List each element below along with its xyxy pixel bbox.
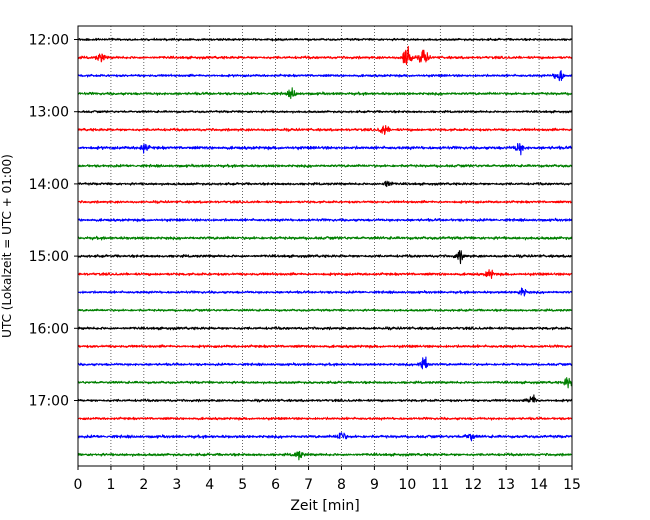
trace-line	[77, 269, 573, 280]
x-tick-label: 2	[139, 477, 148, 493]
trace-line	[77, 432, 573, 442]
trace-line	[77, 326, 573, 331]
grid-lines	[110, 26, 540, 466]
trace-line	[77, 109, 573, 114]
trace-line	[77, 199, 573, 204]
x-tick-label: 3	[172, 477, 181, 493]
x-tick-label: 6	[271, 477, 280, 493]
trace-group	[77, 37, 573, 461]
trace-line	[77, 287, 573, 297]
x-tick-label: 14	[530, 477, 548, 493]
y-tick-label: 15:00	[29, 249, 69, 265]
trace-line	[77, 37, 573, 42]
y-tick-label: 16:00	[29, 321, 69, 337]
x-tick-label: 7	[304, 477, 313, 493]
trace-line	[77, 377, 573, 389]
trace-line	[77, 142, 573, 156]
x-tick-label: 0	[74, 477, 83, 493]
x-tick-label: 5	[238, 477, 247, 493]
y-tick-label: 12:00	[29, 33, 69, 49]
x-tick-label: 11	[431, 477, 449, 493]
y-tick-label: 13:00	[29, 105, 69, 121]
trace-line	[77, 356, 573, 370]
trace-line	[77, 124, 573, 136]
x-tick-label: 15	[563, 477, 581, 493]
trace-line	[77, 87, 573, 100]
x-tick-label: 13	[497, 477, 515, 493]
x-tick-label: 9	[370, 477, 379, 493]
x-tick-label: 4	[205, 477, 214, 493]
trace-line	[77, 217, 573, 223]
y-tick-label: 14:00	[29, 177, 69, 193]
trace-line	[77, 180, 573, 188]
x-axis-title: Zeit [min]	[290, 498, 359, 514]
trace-line	[77, 235, 573, 241]
x-axis: 0 1 2 3 4 5 6 7 8 9 10 11 12 13 14 15	[74, 466, 581, 493]
x-tick-label: 8	[337, 477, 346, 493]
trace-line	[77, 394, 573, 403]
plot-frame	[77, 25, 573, 467]
trace-line	[77, 416, 573, 421]
trace-line	[77, 163, 573, 169]
y-tick-label: 17:00	[29, 394, 69, 410]
x-tick-label: 1	[106, 477, 115, 493]
trace-line	[77, 450, 573, 461]
trace-line	[77, 250, 573, 265]
trace-line	[77, 45, 573, 66]
trace-line	[77, 70, 573, 82]
x-tick-label: 12	[464, 477, 482, 493]
y-axis-title: UTC (Lokalzeit = UTC + 01:00)	[0, 154, 14, 338]
x-tick-label: 10	[398, 477, 416, 493]
trace-line	[77, 344, 573, 349]
y-axis: 12:00 13:00 14:00 15:00 16:00 17:00	[29, 33, 78, 410]
trace-line	[77, 308, 573, 313]
